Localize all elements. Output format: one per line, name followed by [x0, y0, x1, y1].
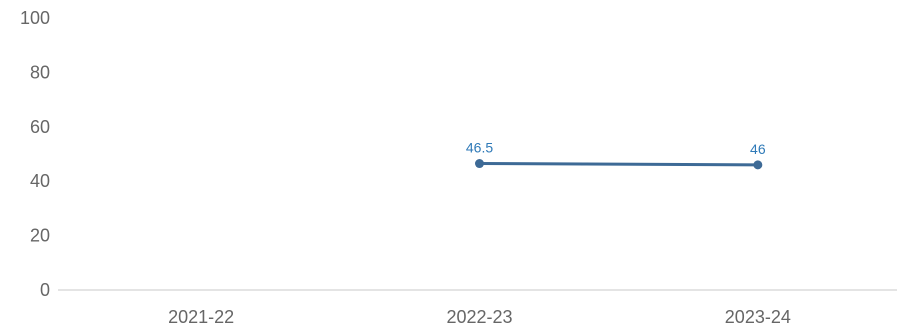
series-line [478, 162, 760, 167]
data-labels-layer: 46.5 46 [466, 140, 766, 157]
x-tick-label: 2022-23 [446, 307, 512, 327]
y-tick-label: 0 [40, 280, 50, 300]
y-tick-label: 100 [20, 8, 50, 28]
y-axis-tick-labels: 0 20 40 60 80 100 [20, 8, 50, 300]
y-tick-label: 40 [30, 171, 50, 191]
data-label: 46 [750, 141, 766, 157]
x-tick-label: 2021-22 [168, 307, 234, 327]
data-point [475, 159, 484, 169]
y-tick-label: 20 [30, 226, 50, 246]
y-tick-label: 60 [30, 117, 50, 137]
series-layer [475, 159, 763, 170]
x-tick-label: 2023-24 [725, 307, 791, 327]
x-axis-tick-labels: 2021-22 2022-23 2023-24 [168, 307, 791, 327]
data-label: 46.5 [466, 140, 493, 156]
y-tick-label: 80 [30, 62, 50, 82]
data-point [753, 160, 763, 170]
